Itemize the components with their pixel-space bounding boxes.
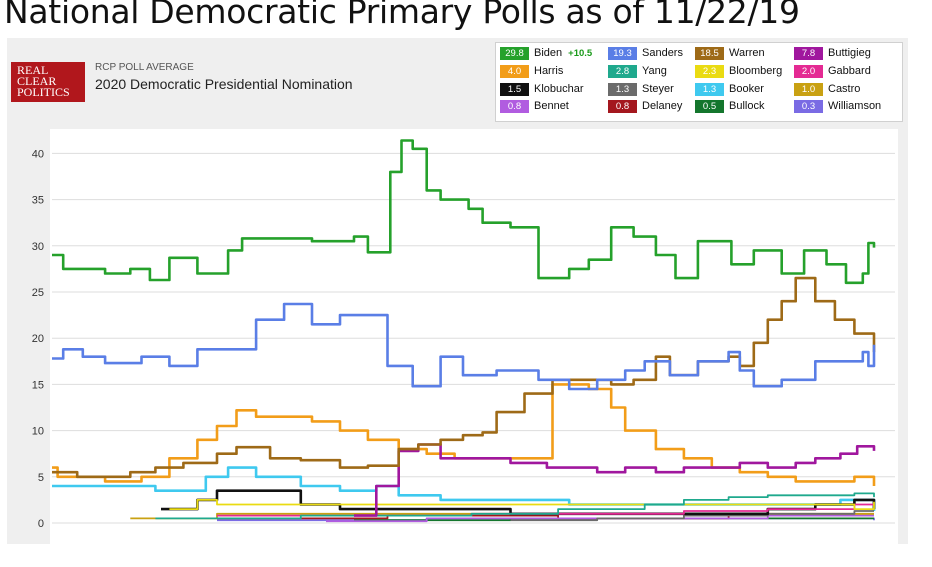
legend-item-bullock: 0.5 Bullock (695, 100, 764, 114)
legend-item-buttigieg: 7.8 Buttigieg (794, 47, 871, 61)
legend-name: Williamson (828, 100, 882, 112)
legend-name: Gabbard (828, 65, 871, 77)
y-tick-label: 15 (32, 379, 44, 391)
y-tick-label: 20 (32, 333, 44, 345)
legend-item-warren: 18.5 Warren (695, 47, 765, 61)
line-chart: 0 5 10 15 20 25 30 35 40 April July October (7, 125, 908, 545)
legend-value: 7.8 (794, 47, 823, 60)
legend-value: 2.0 (794, 65, 823, 78)
legend-value: 2.8 (608, 65, 637, 78)
legend-name: Bullock (729, 100, 765, 112)
legend-name: Castro (828, 83, 861, 95)
legend-item-bennet: 0.8 Bennet (500, 100, 569, 114)
series-line-biden (52, 139, 876, 285)
series-line-warren (52, 276, 876, 479)
legend-name: Delaney (642, 100, 683, 112)
legend-value: 29.8 (500, 47, 529, 60)
legend: 29.8 Biden +10.5 19.3 Sanders 18.5 Warren 7.8 Bu… (495, 42, 903, 122)
y-tick-label: 30 (32, 241, 44, 253)
series-line-bloomberg (169, 498, 875, 511)
series-line-steyer (510, 510, 874, 522)
legend-name: Bennet (534, 100, 569, 112)
legend-value: 1.3 (695, 83, 724, 96)
axis-labels: 0 5 10 15 20 25 30 35 40 April July October (32, 148, 795, 545)
legend-item-steyer: 1.3 Steyer (608, 83, 674, 97)
legend-spread: +10.5 (568, 48, 593, 59)
legend-name: Bloomberg (729, 65, 783, 77)
legend-item-biden: 29.8 Biden +10.5 (500, 47, 592, 61)
legend-value: 1.3 (608, 83, 637, 96)
legend-name: Buttigieg (828, 47, 871, 59)
slide-title: National Democratic Primary Polls as of … (4, 0, 800, 31)
legend-name: Harris (534, 65, 564, 77)
rcp-logo: REAL CLEAR POLITICS (11, 62, 85, 102)
legend-item-sanders: 19.3 Sanders (608, 47, 683, 61)
legend-item-williamson: 0.3 Williamson (794, 100, 881, 114)
plot-area (50, 129, 898, 544)
legend-item-klobuchar: 1.5 Klobuchar (500, 83, 584, 97)
legend-name: Booker (729, 83, 764, 95)
legend-name: Biden (534, 47, 563, 59)
y-tick-label: 25 (32, 287, 44, 299)
series-lines (52, 139, 876, 523)
legend-item-bloomberg: 2.3 Bloomberg (695, 65, 782, 79)
legend-item-castro: 1.0 Castro (794, 83, 860, 97)
x-tick-label: October (741, 544, 794, 545)
legend-item-gabbard: 2.0 Gabbard (794, 65, 871, 79)
series-line-yang (155, 492, 875, 520)
legend-name: Warren (729, 47, 765, 59)
y-tick-label: 40 (32, 148, 44, 160)
y-tick-label: 0 (38, 518, 44, 530)
legend-value: 2.3 (695, 65, 724, 78)
series-line-sanders (52, 302, 876, 391)
y-tick-label: 35 (32, 195, 44, 207)
legend-value: 18.5 (695, 47, 724, 60)
x-tick-label: April (241, 544, 271, 545)
legend-item-delaney: 0.8 Delaney (608, 100, 682, 114)
legend-name: Sanders (642, 47, 683, 59)
legend-name: Klobuchar (534, 83, 584, 95)
y-tick-label: 5 (38, 472, 44, 484)
legend-value: 0.3 (794, 100, 823, 113)
legend-item-yang: 2.8 Yang (608, 65, 667, 79)
legend-item-booker: 1.3 Booker (695, 83, 764, 97)
poll-average-kicker: RCP POLL AVERAGE (95, 62, 194, 73)
legend-name: Steyer (642, 83, 674, 95)
y-tick-label: 10 (32, 426, 44, 438)
chart-title: 2020 Democratic Presidential Nomination (95, 76, 353, 92)
legend-value: 0.8 (608, 100, 637, 113)
legend-item-harris: 4.0 Harris (500, 65, 563, 79)
legend-value: 0.5 (695, 100, 724, 113)
legend-value: 1.0 (794, 83, 823, 96)
x-tick-label: July (497, 544, 524, 545)
legend-value: 0.8 (500, 100, 529, 113)
legend-value: 4.0 (500, 65, 529, 78)
legend-value: 1.5 (500, 83, 529, 96)
legend-name: Yang (642, 65, 667, 77)
legend-value: 19.3 (608, 47, 637, 60)
